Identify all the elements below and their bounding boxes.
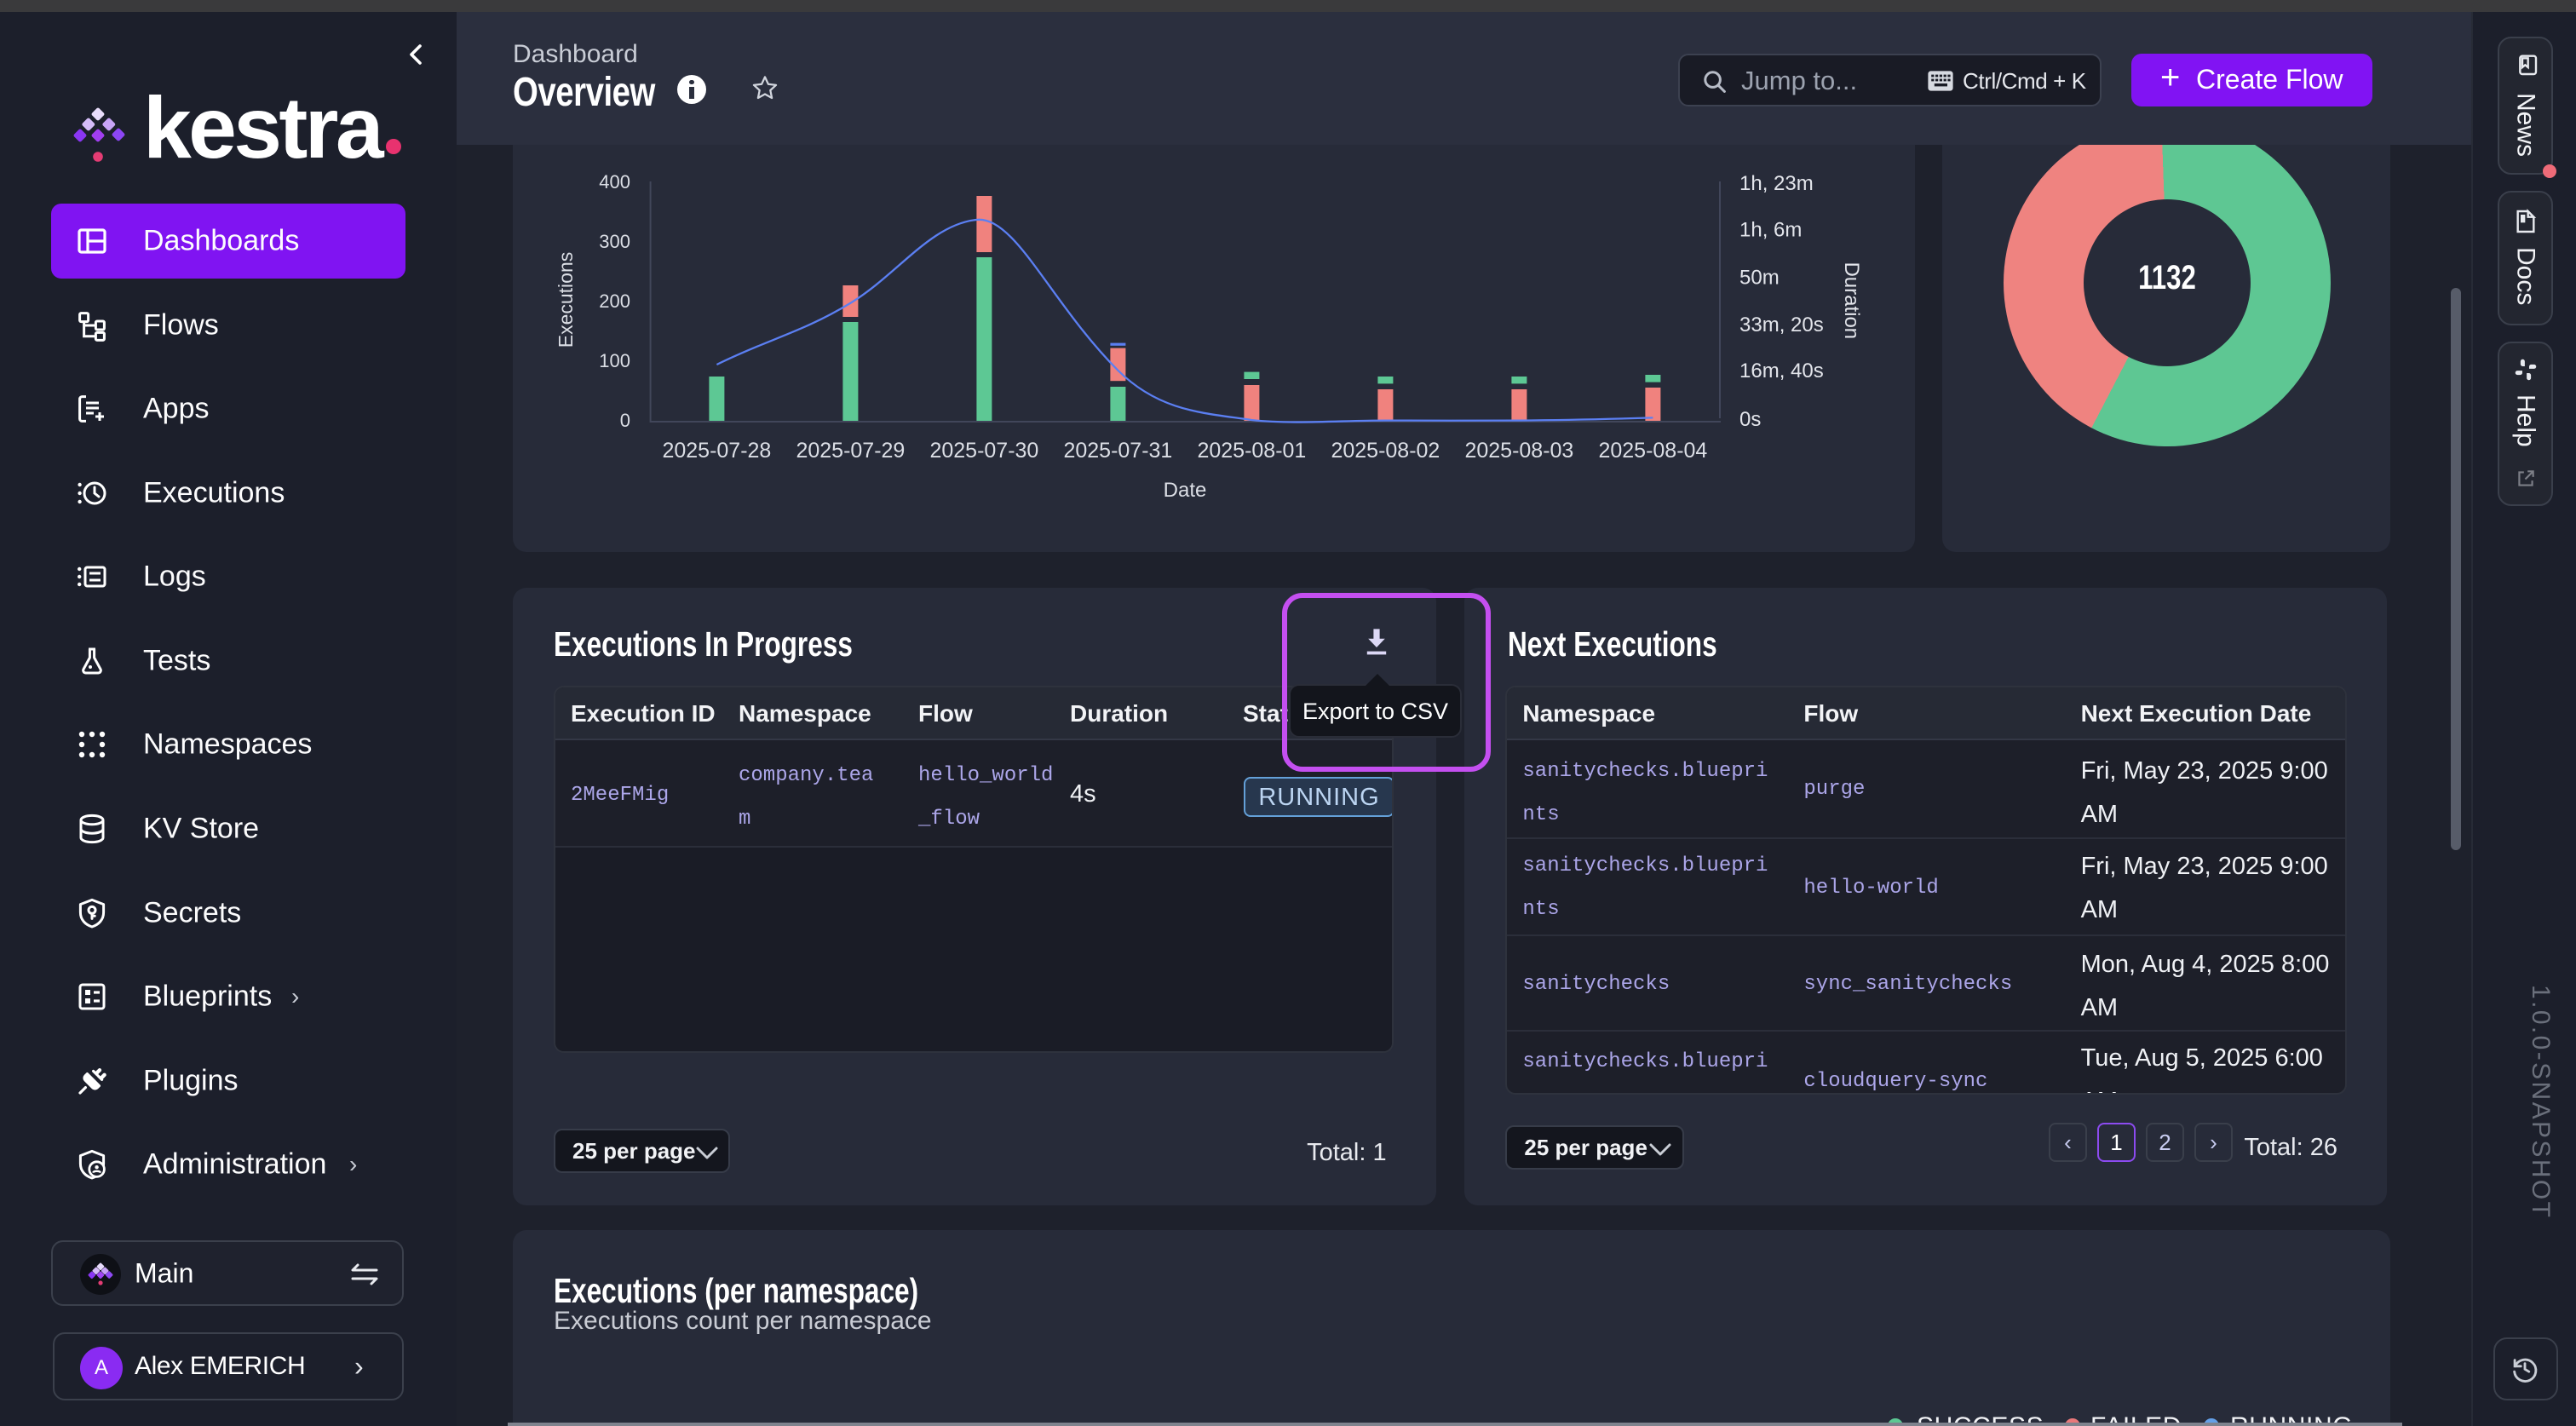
svg-text:2025-08-02: 2025-08-02 xyxy=(1331,439,1440,463)
svg-text:Duration: Duration xyxy=(1840,262,1863,339)
svg-text:2025-07-29: 2025-07-29 xyxy=(796,439,905,463)
svg-text:50m: 50m xyxy=(1739,267,1780,290)
svg-text:16m, 40s: 16m, 40s xyxy=(1739,359,1824,382)
svg-text:Date: Date xyxy=(1164,479,1207,502)
svg-text:200: 200 xyxy=(599,290,630,312)
svg-text:2025-08-01: 2025-08-01 xyxy=(1197,439,1306,463)
svg-text:2025-07-28: 2025-07-28 xyxy=(662,439,771,463)
svg-text:0s: 0s xyxy=(1739,408,1761,431)
svg-text:1h, 6m: 1h, 6m xyxy=(1739,218,1802,241)
svg-text:0: 0 xyxy=(620,410,630,431)
svg-text:400: 400 xyxy=(599,171,630,193)
svg-text:2025-08-03: 2025-08-03 xyxy=(1464,439,1573,463)
svg-text:33m, 20s: 33m, 20s xyxy=(1739,313,1824,336)
svg-text:100: 100 xyxy=(599,350,630,371)
svg-text:300: 300 xyxy=(599,231,630,252)
svg-text:2025-07-31: 2025-07-31 xyxy=(1063,439,1172,463)
svg-text:2025-08-04: 2025-08-04 xyxy=(1598,439,1707,463)
svg-text:Executions: Executions xyxy=(555,252,577,348)
svg-text:1h, 23m: 1h, 23m xyxy=(1739,172,1814,195)
svg-text:2025-07-30: 2025-07-30 xyxy=(929,439,1038,463)
